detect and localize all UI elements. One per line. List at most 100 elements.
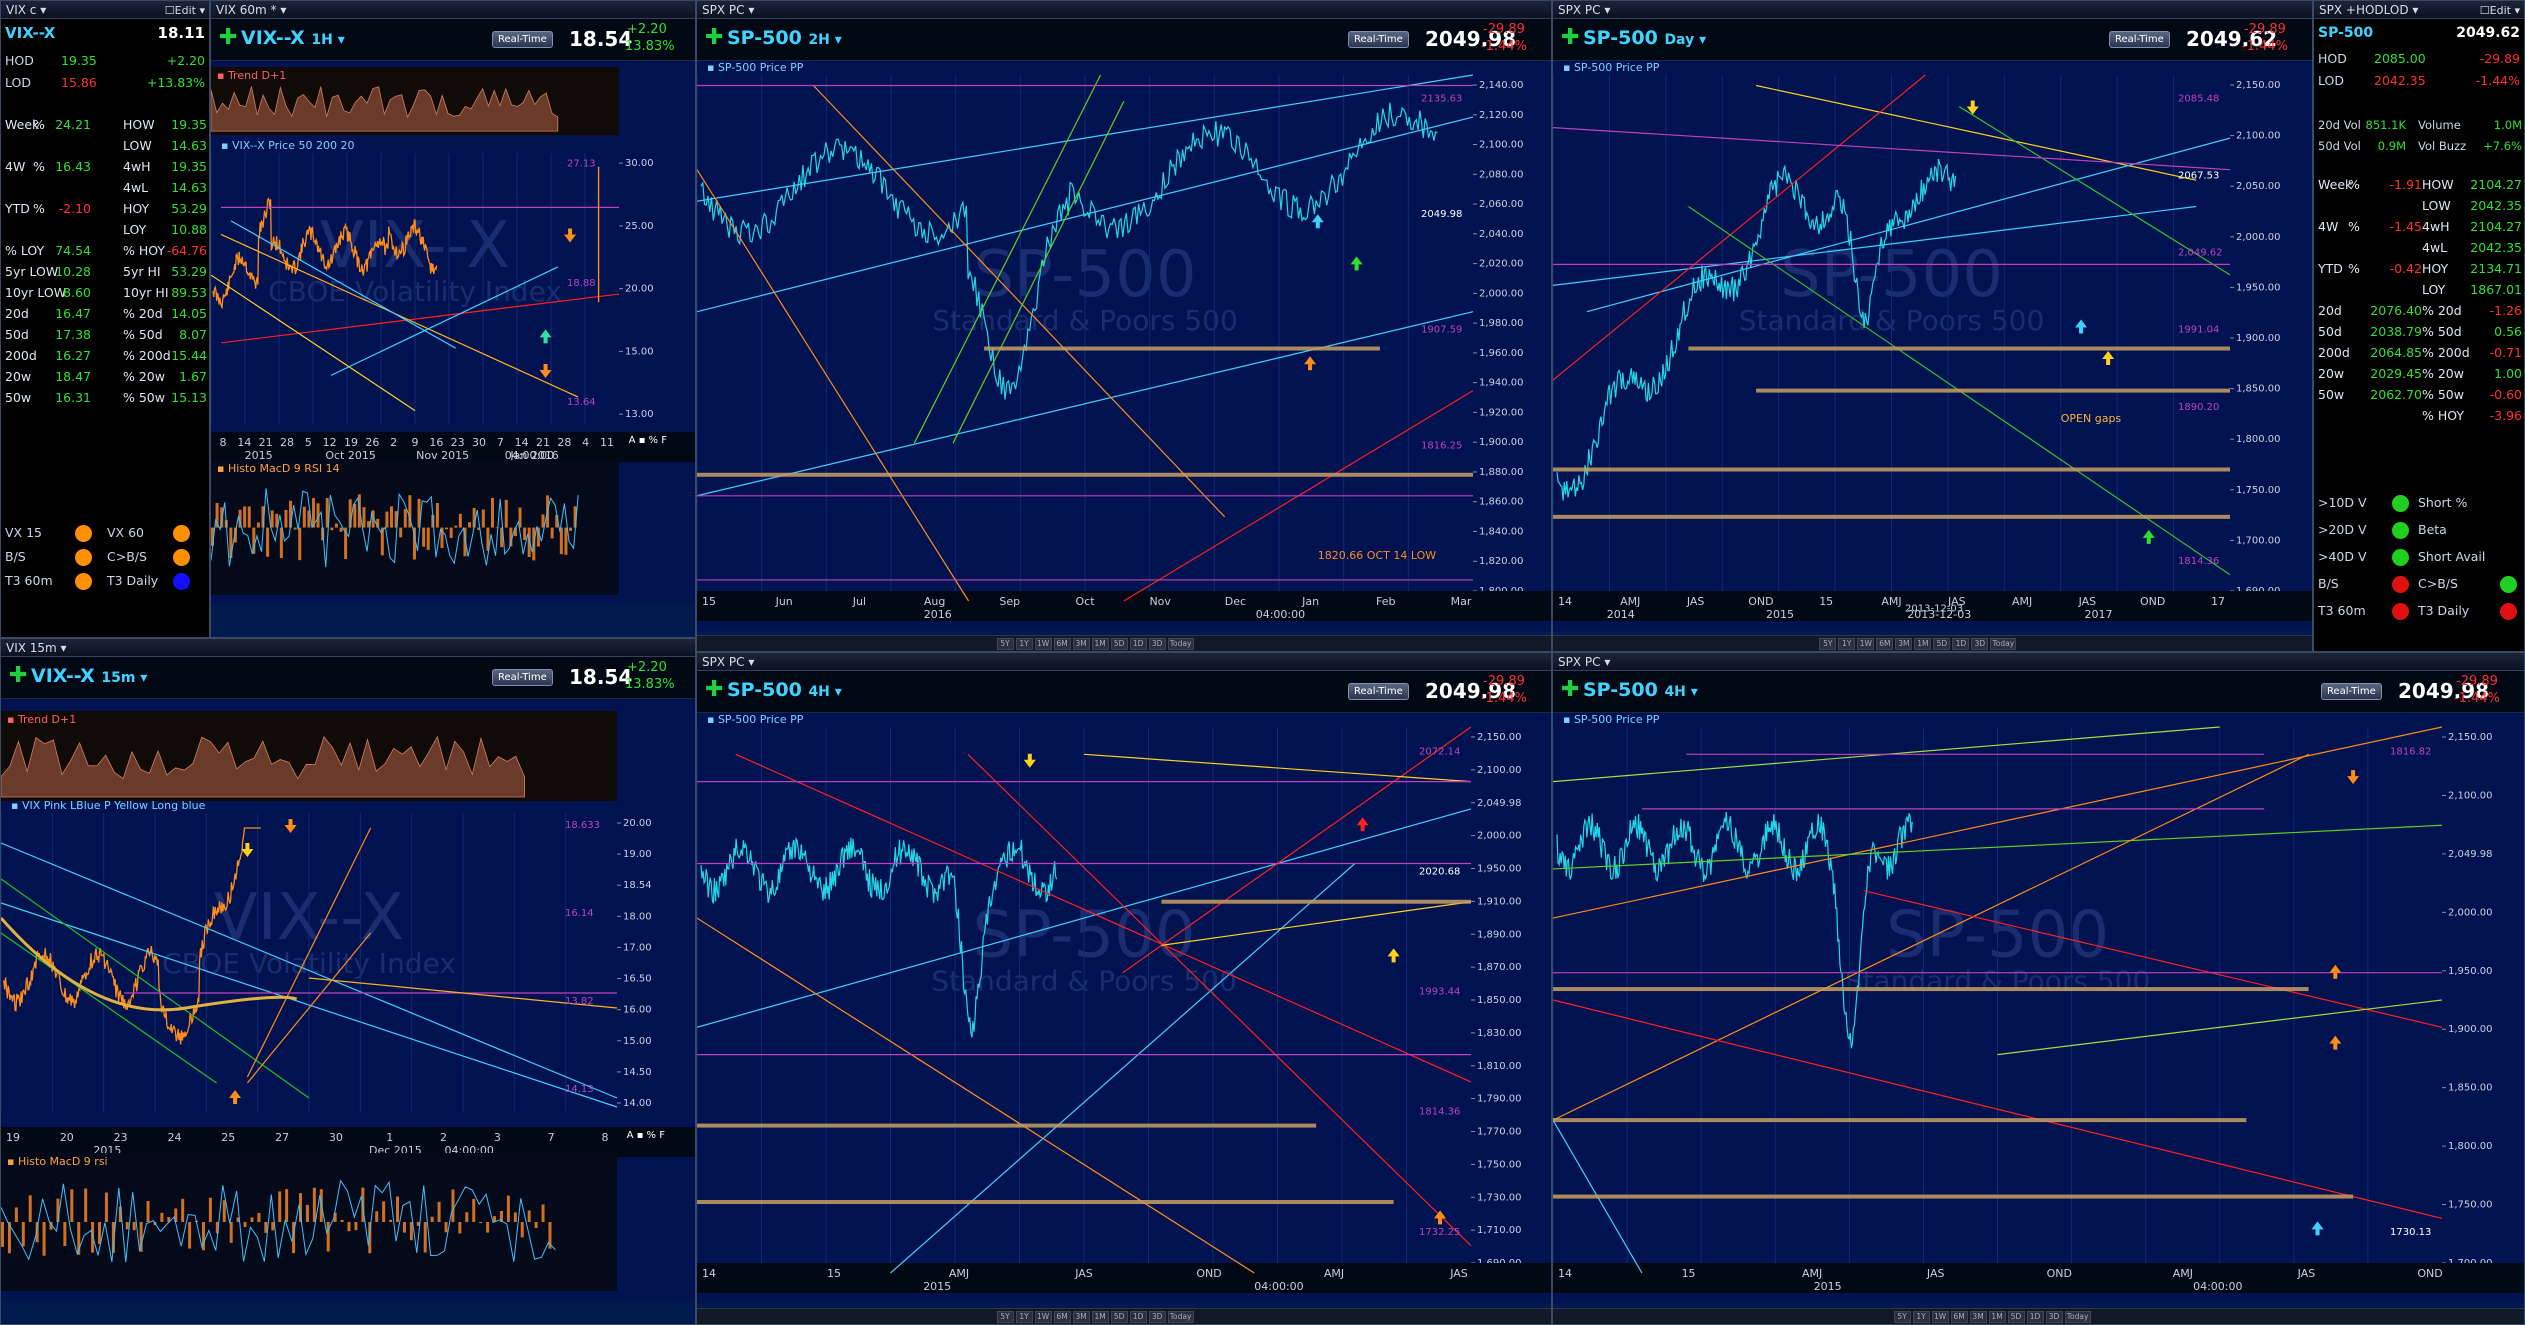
timeframe-button-1y[interactable]: 1Y [1015,1311,1033,1323]
trendline[interactable] [697,808,1472,1028]
chart-plot[interactable]: SP-500 Standard & Poors 500 ▪ SP-500 Price… [697,713,1551,1303]
trendline[interactable] [211,274,416,412]
trendline[interactable] [246,827,372,1078]
timeframe-button-today[interactable]: Today [1167,1311,1194,1323]
chart-titlebar[interactable]: SPX PC ▾ [1553,653,2524,671]
trendline[interactable] [1553,753,2309,1121]
realtime-badge[interactable]: Real-Time [492,669,553,686]
trendline[interactable] [1864,890,2443,1028]
edit-button[interactable]: ☐Edit ▾ [2479,4,2520,17]
timeframe-button-5d[interactable]: 5D [1110,638,1128,650]
timeframe-button-1m[interactable]: 1M [1914,638,1932,650]
timeframe-button-1d[interactable]: 1D [1129,1311,1147,1323]
trendline[interactable] [1083,753,1472,783]
chart-titlebar[interactable]: SPX PC ▾ [1553,1,2312,19]
realtime-badge[interactable]: Real-Time [2321,683,2382,700]
timeframe-button-1m[interactable]: 1M [1091,1311,1109,1323]
chart-titlebar[interactable]: VIX 60m * ▾ [211,1,695,19]
trendline[interactable] [967,753,1472,1247]
chart-interval[interactable]: 4H ▾ [808,684,842,700]
chart-plot[interactable]: VIX--X CBOE Volatility Index ▪ VIX--X Pric… [211,61,695,603]
timeframe-button-1y[interactable]: 1Y [1838,638,1856,650]
timeframe-button-5d[interactable]: 5D [1110,1311,1128,1323]
trendline[interactable] [230,220,457,349]
add-study-icon[interactable]: ✚ [1561,677,1580,702]
support-band[interactable] [1553,467,2230,472]
chart-interval[interactable]: 2H ▾ [808,32,842,48]
timeframe-button-3d[interactable]: 3D [1148,1311,1166,1323]
timeframe-button-3m[interactable]: 3M [1072,1311,1090,1323]
timeframe-button-today[interactable]: Today [2064,1311,2091,1323]
support-band[interactable] [697,1200,1394,1205]
vix-quote-titlebar[interactable]: VIX c ▾ ☐Edit ▾ [1,1,209,19]
trendline[interactable] [308,977,618,1009]
trendline[interactable] [697,917,1255,1274]
timeframe-button-5d[interactable]: 5D [2007,1311,2025,1323]
timeframe-button-6m[interactable]: 6M [1053,1311,1071,1323]
timeframe-button-3d[interactable]: 3D [2045,1311,2063,1323]
trendline[interactable] [812,85,1226,518]
chart-plot[interactable]: SP-500 Standard & Poors 500 ▪ SP-500 Price… [697,61,1551,631]
trendline[interactable] [1553,999,2443,1219]
timeframe-button-5y[interactable]: 5Y [1819,638,1837,650]
timeframe-button-6m[interactable]: 6M [1950,1311,1968,1323]
timeframe-button-1y[interactable]: 1Y [1912,1311,1930,1323]
trendline[interactable] [1958,106,2231,276]
chart-plot[interactable]: SP-500 Standard & Poors 500 ▪ SP-500 Price… [1553,713,2524,1303]
chart-titlebar[interactable]: SPX PC ▾ [697,1,1551,19]
timeframe-button-1y[interactable]: 1Y [1015,638,1033,650]
timeframe-button-1w[interactable]: 1W [1857,638,1875,650]
chart-symbol[interactable]: VIX--X 1H ▾ [241,27,345,49]
chart-plot[interactable]: VIX--X CBOE Volatility Index ▪ VIX Pink LB… [1,699,695,1299]
chart-interval[interactable]: Day ▾ [1664,32,1707,48]
chart-symbol[interactable]: SP-500 Day ▾ [1583,27,1707,49]
chart-plot[interactable]: SP-500 Standard & Poors 500 ▪ SP-500 Price… [1553,61,2312,631]
realtime-badge[interactable]: Real-Time [1348,683,1409,700]
timeframe-button-6m[interactable]: 6M [1876,638,1894,650]
timeframe-button-3m[interactable]: 3M [1895,638,1913,650]
trendline[interactable] [1586,137,2231,313]
chart-interval[interactable]: 4H ▾ [1664,684,1698,700]
timeframe-button-today[interactable]: Today [1990,638,2017,650]
chart-symbol[interactable]: SP-500 2H ▾ [727,27,842,49]
trendline[interactable] [1,932,217,1084]
timeframe-button-3d[interactable]: 3D [1148,638,1166,650]
timeframe-button-6m[interactable]: 6M [1053,638,1071,650]
timeframe-button-3d[interactable]: 3D [1971,638,1989,650]
chart-symbol[interactable]: SP-500 4H ▾ [1583,679,1698,701]
timeframe-button-1w[interactable]: 1W [1931,1311,1949,1323]
add-study-icon[interactable]: ✚ [705,25,724,50]
timeframe-button-5d[interactable]: 5D [1933,638,1951,650]
timeframe-button-1m[interactable]: 1M [1091,638,1109,650]
trendline[interactable] [1,878,310,1099]
support-band[interactable] [1553,1194,2354,1199]
support-band[interactable] [1553,987,2309,992]
timeframe-button-1w[interactable]: 1W [1034,638,1052,650]
trendline[interactable] [220,293,620,344]
support-band[interactable] [1553,514,2230,519]
trendline[interactable] [890,863,1356,1274]
trendline[interactable] [1553,74,1926,381]
timeframe-button-3m[interactable]: 3M [1969,1311,1987,1323]
trendline[interactable] [697,311,1474,497]
trendline[interactable] [913,74,1102,444]
trendline[interactable] [697,116,1474,313]
add-study-icon[interactable]: ✚ [705,677,724,702]
scale-buttons[interactable]: A ▪ % F [628,435,667,447]
trendline[interactable] [1161,901,1472,946]
timeframe-button-1d[interactable]: 1D [1952,638,1970,650]
timeframe-button-1d[interactable]: 1D [2026,1311,2044,1323]
support-band[interactable] [1553,1118,2247,1123]
timeframe-button-1d[interactable]: 1D [1129,638,1147,650]
chart-symbol[interactable]: VIX--X 15m ▾ [31,665,148,687]
chart-interval[interactable]: 1H ▾ [311,32,345,48]
add-study-icon[interactable]: ✚ [219,25,238,50]
timeframe-button-5y[interactable]: 5Y [996,638,1014,650]
support-band[interactable] [1688,346,2230,351]
edit-button[interactable]: ☐Edit ▾ [164,4,205,17]
trendline[interactable] [1553,726,2443,919]
